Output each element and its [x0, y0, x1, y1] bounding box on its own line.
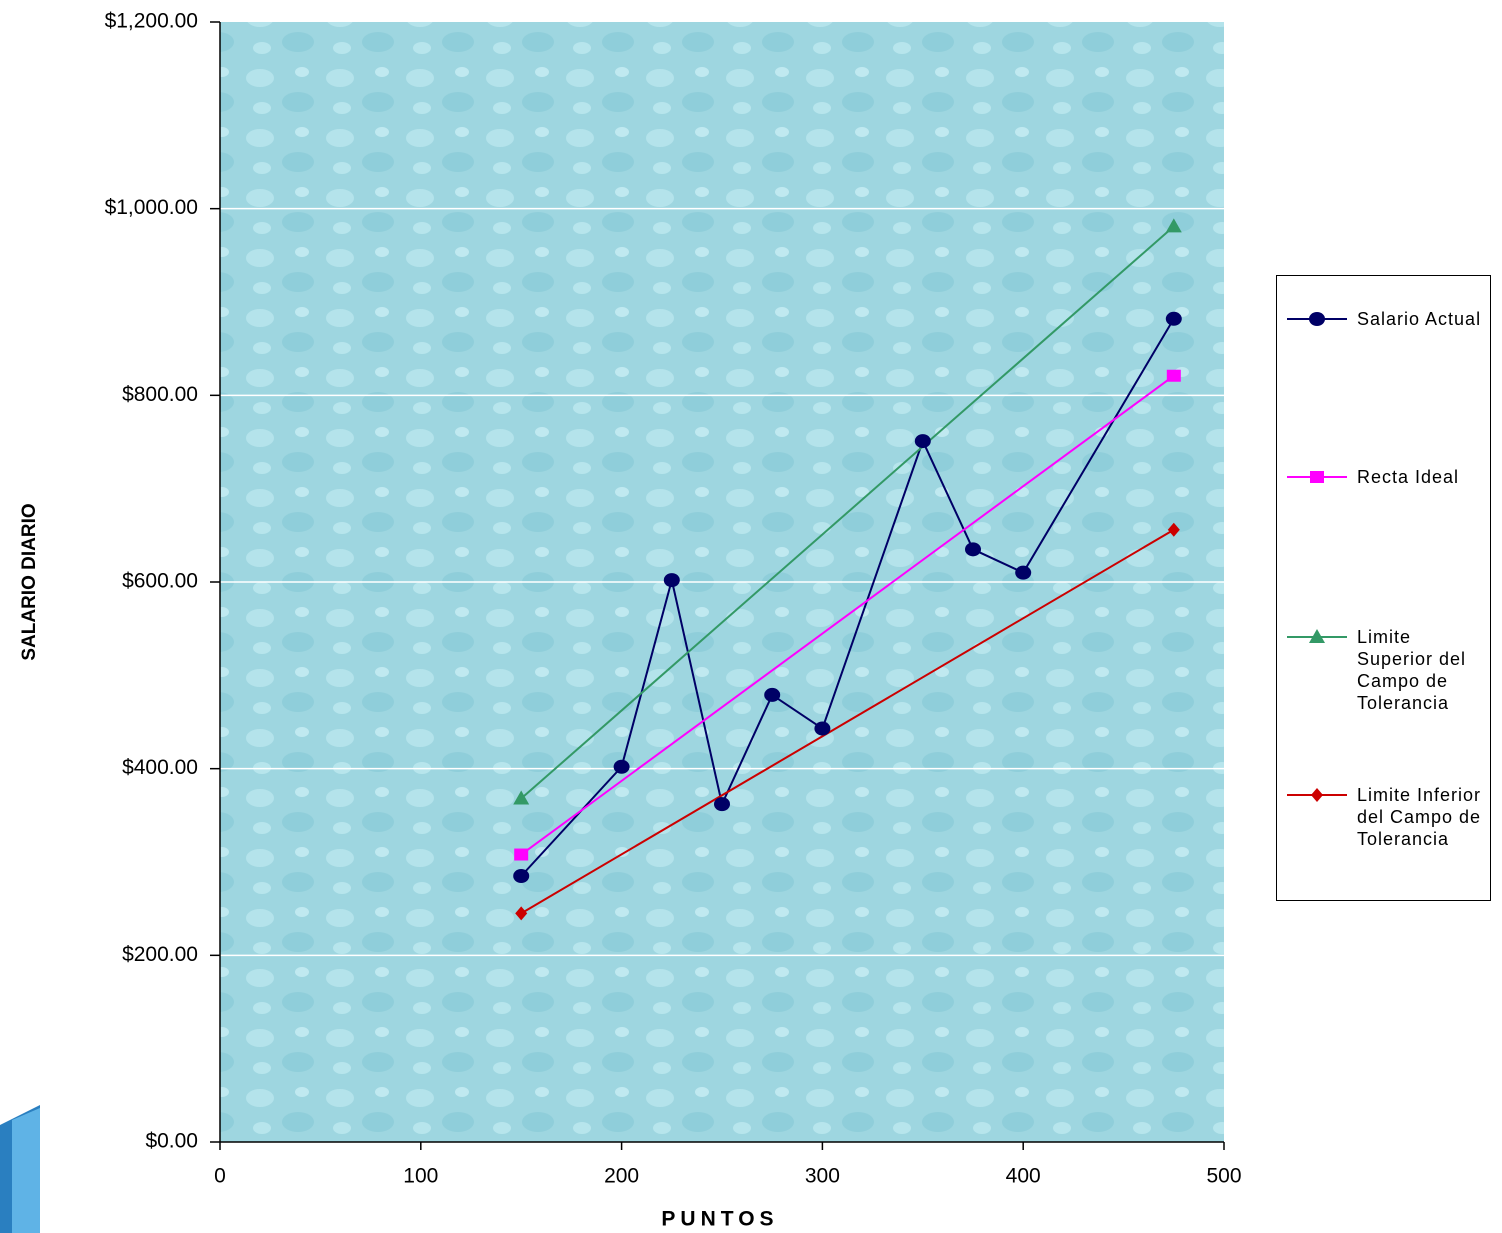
marker	[1166, 369, 1181, 382]
series-line	[520, 528, 1175, 915]
marker	[965, 542, 981, 557]
marker	[1311, 788, 1323, 802]
marker	[514, 848, 529, 861]
x-axis-label: PUNTOS	[661, 1208, 778, 1231]
marker	[513, 790, 530, 805]
decoration	[12, 1108, 40, 1233]
legend-swatch	[1287, 471, 1347, 483]
legend-swatch	[1287, 312, 1347, 326]
y-tick-label: $0.00	[145, 1130, 198, 1153]
marker	[663, 573, 680, 588]
marker	[914, 434, 931, 449]
x-tick-label: 100	[403, 1165, 438, 1188]
marker	[1309, 629, 1325, 643]
y-tick-label: $600.00	[122, 570, 198, 593]
series-line	[520, 225, 1175, 800]
y-tick-label: $1,200.00	[105, 10, 198, 33]
marker	[1310, 471, 1324, 483]
legend-swatch	[1287, 629, 1347, 643]
x-tick-label: 200	[604, 1165, 639, 1188]
legend-label: Limite Inferior del Campo de Tolerancia	[1357, 785, 1482, 849]
x-tick-label: 500	[1206, 1165, 1241, 1188]
legend: Salario Actual Recta Ideal Limite Superior…	[1276, 275, 1491, 901]
marker	[764, 687, 781, 702]
marker	[714, 797, 730, 812]
y-tick-label: $200.00	[122, 943, 198, 966]
marker	[1309, 312, 1325, 326]
marker	[613, 759, 630, 774]
y-axis-label: SALARIO DIARIO	[19, 503, 40, 660]
marker	[1165, 311, 1182, 326]
marker	[814, 721, 831, 736]
legend-label: Limite Superior del Campo de Tolerancia	[1357, 627, 1467, 713]
x-tick-label: 400	[1006, 1165, 1041, 1188]
series-line	[520, 318, 1175, 877]
y-tick-label: $1,000.00	[105, 196, 198, 219]
marker	[1165, 218, 1182, 233]
x-tick-label: 300	[805, 1165, 840, 1188]
marker	[1167, 522, 1180, 537]
legend-label: Recta Ideal	[1357, 467, 1460, 487]
x-tick-label: 0	[214, 1165, 226, 1188]
y-tick-label: $400.00	[122, 756, 198, 779]
series-line	[520, 374, 1175, 856]
marker	[515, 906, 528, 921]
legend-swatch	[1287, 788, 1347, 802]
marker	[1015, 565, 1032, 580]
y-tick-label: $800.00	[122, 383, 198, 406]
marker	[513, 869, 530, 883]
legend-label: Salario Actual	[1357, 309, 1482, 329]
